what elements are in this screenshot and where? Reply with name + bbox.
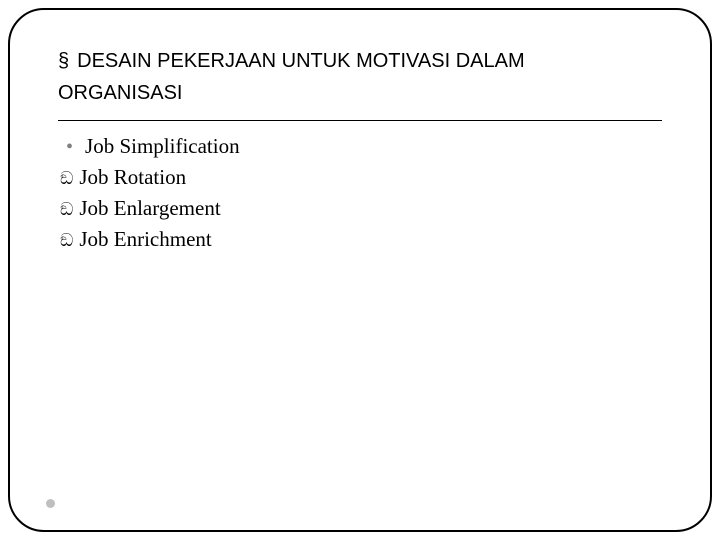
title-line-1: DESAIN PEKERJAAN UNTUK MOTIVASI DALAM bbox=[77, 48, 525, 74]
wave-bullet-icon: ඞ bbox=[60, 194, 71, 224]
item-text: Job Rotation bbox=[79, 162, 186, 192]
dot-bullet-icon: • bbox=[60, 132, 77, 162]
wave-bullet-icon: ඞ bbox=[60, 163, 71, 193]
body-list: • Job Simplification ඞ Job Rotation ඞ Jo… bbox=[58, 131, 662, 255]
title-row: § DESAIN PEKERJAAN UNTUK MOTIVASI DALAM bbox=[58, 48, 662, 74]
item-text: Job Enlargement bbox=[79, 193, 220, 223]
title-line-2: ORGANISASI bbox=[58, 80, 662, 106]
section-bullet-icon: § bbox=[58, 48, 69, 74]
title-divider bbox=[58, 120, 662, 121]
list-item: ඞ Job Enrichment bbox=[60, 224, 662, 255]
wave-bullet-icon: ඞ bbox=[60, 225, 71, 255]
item-text: Job Enrichment bbox=[79, 224, 211, 254]
corner-dot-icon bbox=[46, 499, 55, 508]
list-item: ඞ Job Enlargement bbox=[60, 193, 662, 224]
list-item: ඞ Job Rotation bbox=[60, 162, 662, 193]
list-item: • Job Simplification bbox=[60, 131, 662, 162]
slide-frame: § DESAIN PEKERJAAN UNTUK MOTIVASI DALAM … bbox=[8, 8, 712, 532]
item-text: Job Simplification bbox=[85, 131, 240, 161]
